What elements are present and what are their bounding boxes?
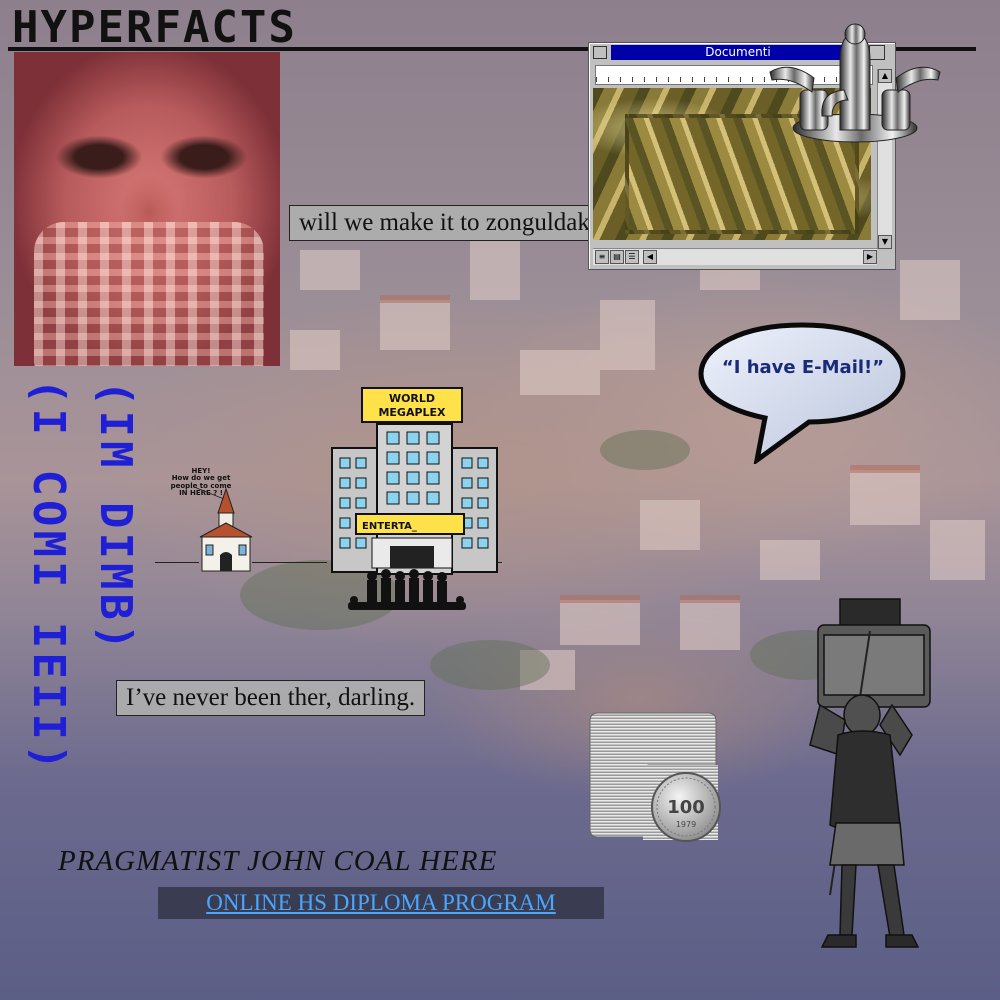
scroll-up-arrow-icon[interactable]: ▲ (878, 69, 892, 83)
coin-year: 1979 (676, 820, 696, 829)
town-building (640, 500, 700, 550)
coin-value: 100 (667, 797, 705, 818)
town-building (760, 540, 820, 580)
view-page-icon[interactable]: ▤ (610, 250, 624, 264)
church-speech-line: people to come (170, 481, 232, 490)
face-town-overlay (34, 222, 264, 366)
diploma-program-link[interactable]: ONLINE HS DIPLOMA PROGRAM (158, 887, 604, 919)
town-building (520, 650, 575, 690)
town-trees (600, 430, 690, 470)
view-outline-icon[interactable]: ☰ (625, 250, 639, 264)
town-building (560, 600, 640, 645)
title-underline (8, 47, 976, 51)
vertical-text-left: (I COMI IEII) (23, 378, 74, 775)
window-title: Documenti (611, 45, 865, 60)
megaplex-sign-line: WORLD (389, 392, 435, 405)
church-speech-line: How do we get (171, 474, 231, 483)
megaplex-marquee: ENTERTA_ (362, 521, 417, 532)
church-icon (196, 487, 253, 572)
town-building (930, 520, 985, 580)
megaplex-sign-line: MEGAPLEX (378, 406, 446, 419)
town-roof (380, 295, 450, 303)
face-photo (14, 52, 280, 366)
connector-line (155, 562, 199, 563)
view-normal-icon[interactable]: ≡ (595, 250, 609, 264)
scroll-left-arrow-icon[interactable]: ◀ (643, 250, 657, 264)
town-building (900, 260, 960, 320)
town-building (300, 250, 360, 290)
town-roof (680, 595, 740, 603)
speech-bubble-text: “I have E-Mail!” (721, 357, 885, 378)
church-speech: HEY! How do we get people to come IN HER… (156, 467, 246, 498)
town-building (850, 470, 920, 525)
caption-never-been: I’ve never been ther, darling. (116, 680, 426, 716)
town-building (290, 330, 340, 370)
window-close-box[interactable] (593, 46, 607, 59)
horizontal-scrollbar[interactable]: ≡ ▤ ☰ ◀ ▶ (593, 248, 877, 265)
building-icon: WORLD MEGAPLEX ENTERTA_ (331, 387, 498, 610)
town-building (680, 600, 740, 650)
town-roof (560, 595, 640, 603)
town-building (380, 300, 450, 350)
porter-figure (809, 598, 931, 948)
coin-icon: 100 1979 (589, 712, 721, 842)
scroll-right-arrow-icon[interactable]: ▶ (863, 250, 877, 264)
faucet-icon (769, 23, 941, 143)
vertical-text-right: (IM DIMB) (90, 380, 141, 655)
site-title: HYPERFACTS (12, 2, 297, 53)
town-building (520, 350, 600, 395)
town-trees (430, 640, 550, 690)
connector-line (252, 562, 327, 563)
church-speech-line: IN HERE ? ! (179, 489, 223, 498)
footer-name: PRAGMATIST JOHN COAL HERE (58, 845, 498, 877)
caption-zonguldak: will we make it to zonguldak? (289, 205, 612, 241)
scroll-down-arrow-icon[interactable]: ▼ (878, 235, 892, 249)
church-speech-line: HEY! (191, 467, 211, 475)
town-building (470, 240, 520, 300)
town-building (600, 300, 655, 370)
town-roof (850, 465, 920, 473)
speech-bubble-icon (698, 322, 906, 464)
